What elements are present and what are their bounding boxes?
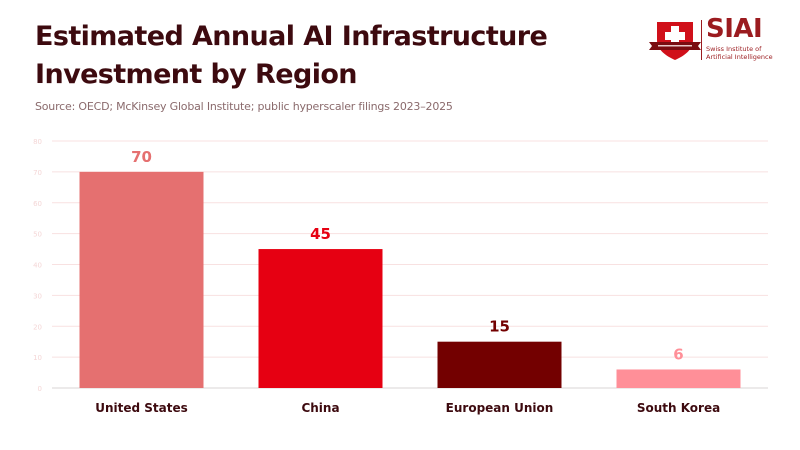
chart-title: Estimated Annual AI Infrastructure Inves… xyxy=(35,18,548,94)
logo-full-name: Swiss Institute of Artificial Intelligen… xyxy=(706,45,773,61)
x-tick-label: South Korea xyxy=(637,401,720,415)
y-tick-label: 10 xyxy=(33,354,42,362)
bar-united-states xyxy=(79,171,204,388)
x-tick-label: European Union xyxy=(446,401,554,415)
y-tick-label: 0 xyxy=(38,385,42,393)
data-label: 70 xyxy=(131,148,152,166)
data-labels: 70 45 15 6 xyxy=(131,148,684,364)
y-axis-ticks: 0 10 20 30 40 50 60 70 80 xyxy=(33,138,42,393)
swiss-cross-shield-icon xyxy=(649,22,701,60)
chart-title-line1: Estimated Annual AI Infrastructure xyxy=(35,21,548,52)
data-label: 15 xyxy=(489,318,510,336)
y-tick-label: 60 xyxy=(33,200,42,208)
x-axis-ticks: United States China European Union South Ko… xyxy=(95,401,720,415)
bar-european-union xyxy=(437,341,562,388)
y-tick-label: 70 xyxy=(33,169,42,177)
chart-subtitle: Source: OECD; McKinsey Global Institute;… xyxy=(35,100,453,113)
chart-title-line2: Investment by Region xyxy=(35,59,358,90)
x-tick-label: China xyxy=(301,401,339,415)
x-tick-label: United States xyxy=(95,401,188,415)
logo-divider xyxy=(701,20,702,60)
bars xyxy=(79,171,741,388)
logo-name: SIAI xyxy=(706,14,763,44)
y-tick-label: 50 xyxy=(33,231,42,239)
logo-full-name-line2: Artificial Intelligence xyxy=(706,53,773,61)
logo-full-name-line1: Swiss Institute of xyxy=(706,45,762,53)
y-tick-label: 40 xyxy=(33,262,42,270)
y-tick-label: 80 xyxy=(33,138,42,146)
bar-china xyxy=(258,249,383,388)
siai-logo: SIAI Swiss Institute of Artificial Intel… xyxy=(648,14,778,62)
bar-south-korea xyxy=(616,369,741,388)
data-label: 45 xyxy=(310,225,331,243)
data-label: 6 xyxy=(673,345,683,363)
y-tick-label: 20 xyxy=(33,323,42,331)
y-tick-label: 30 xyxy=(33,292,42,300)
